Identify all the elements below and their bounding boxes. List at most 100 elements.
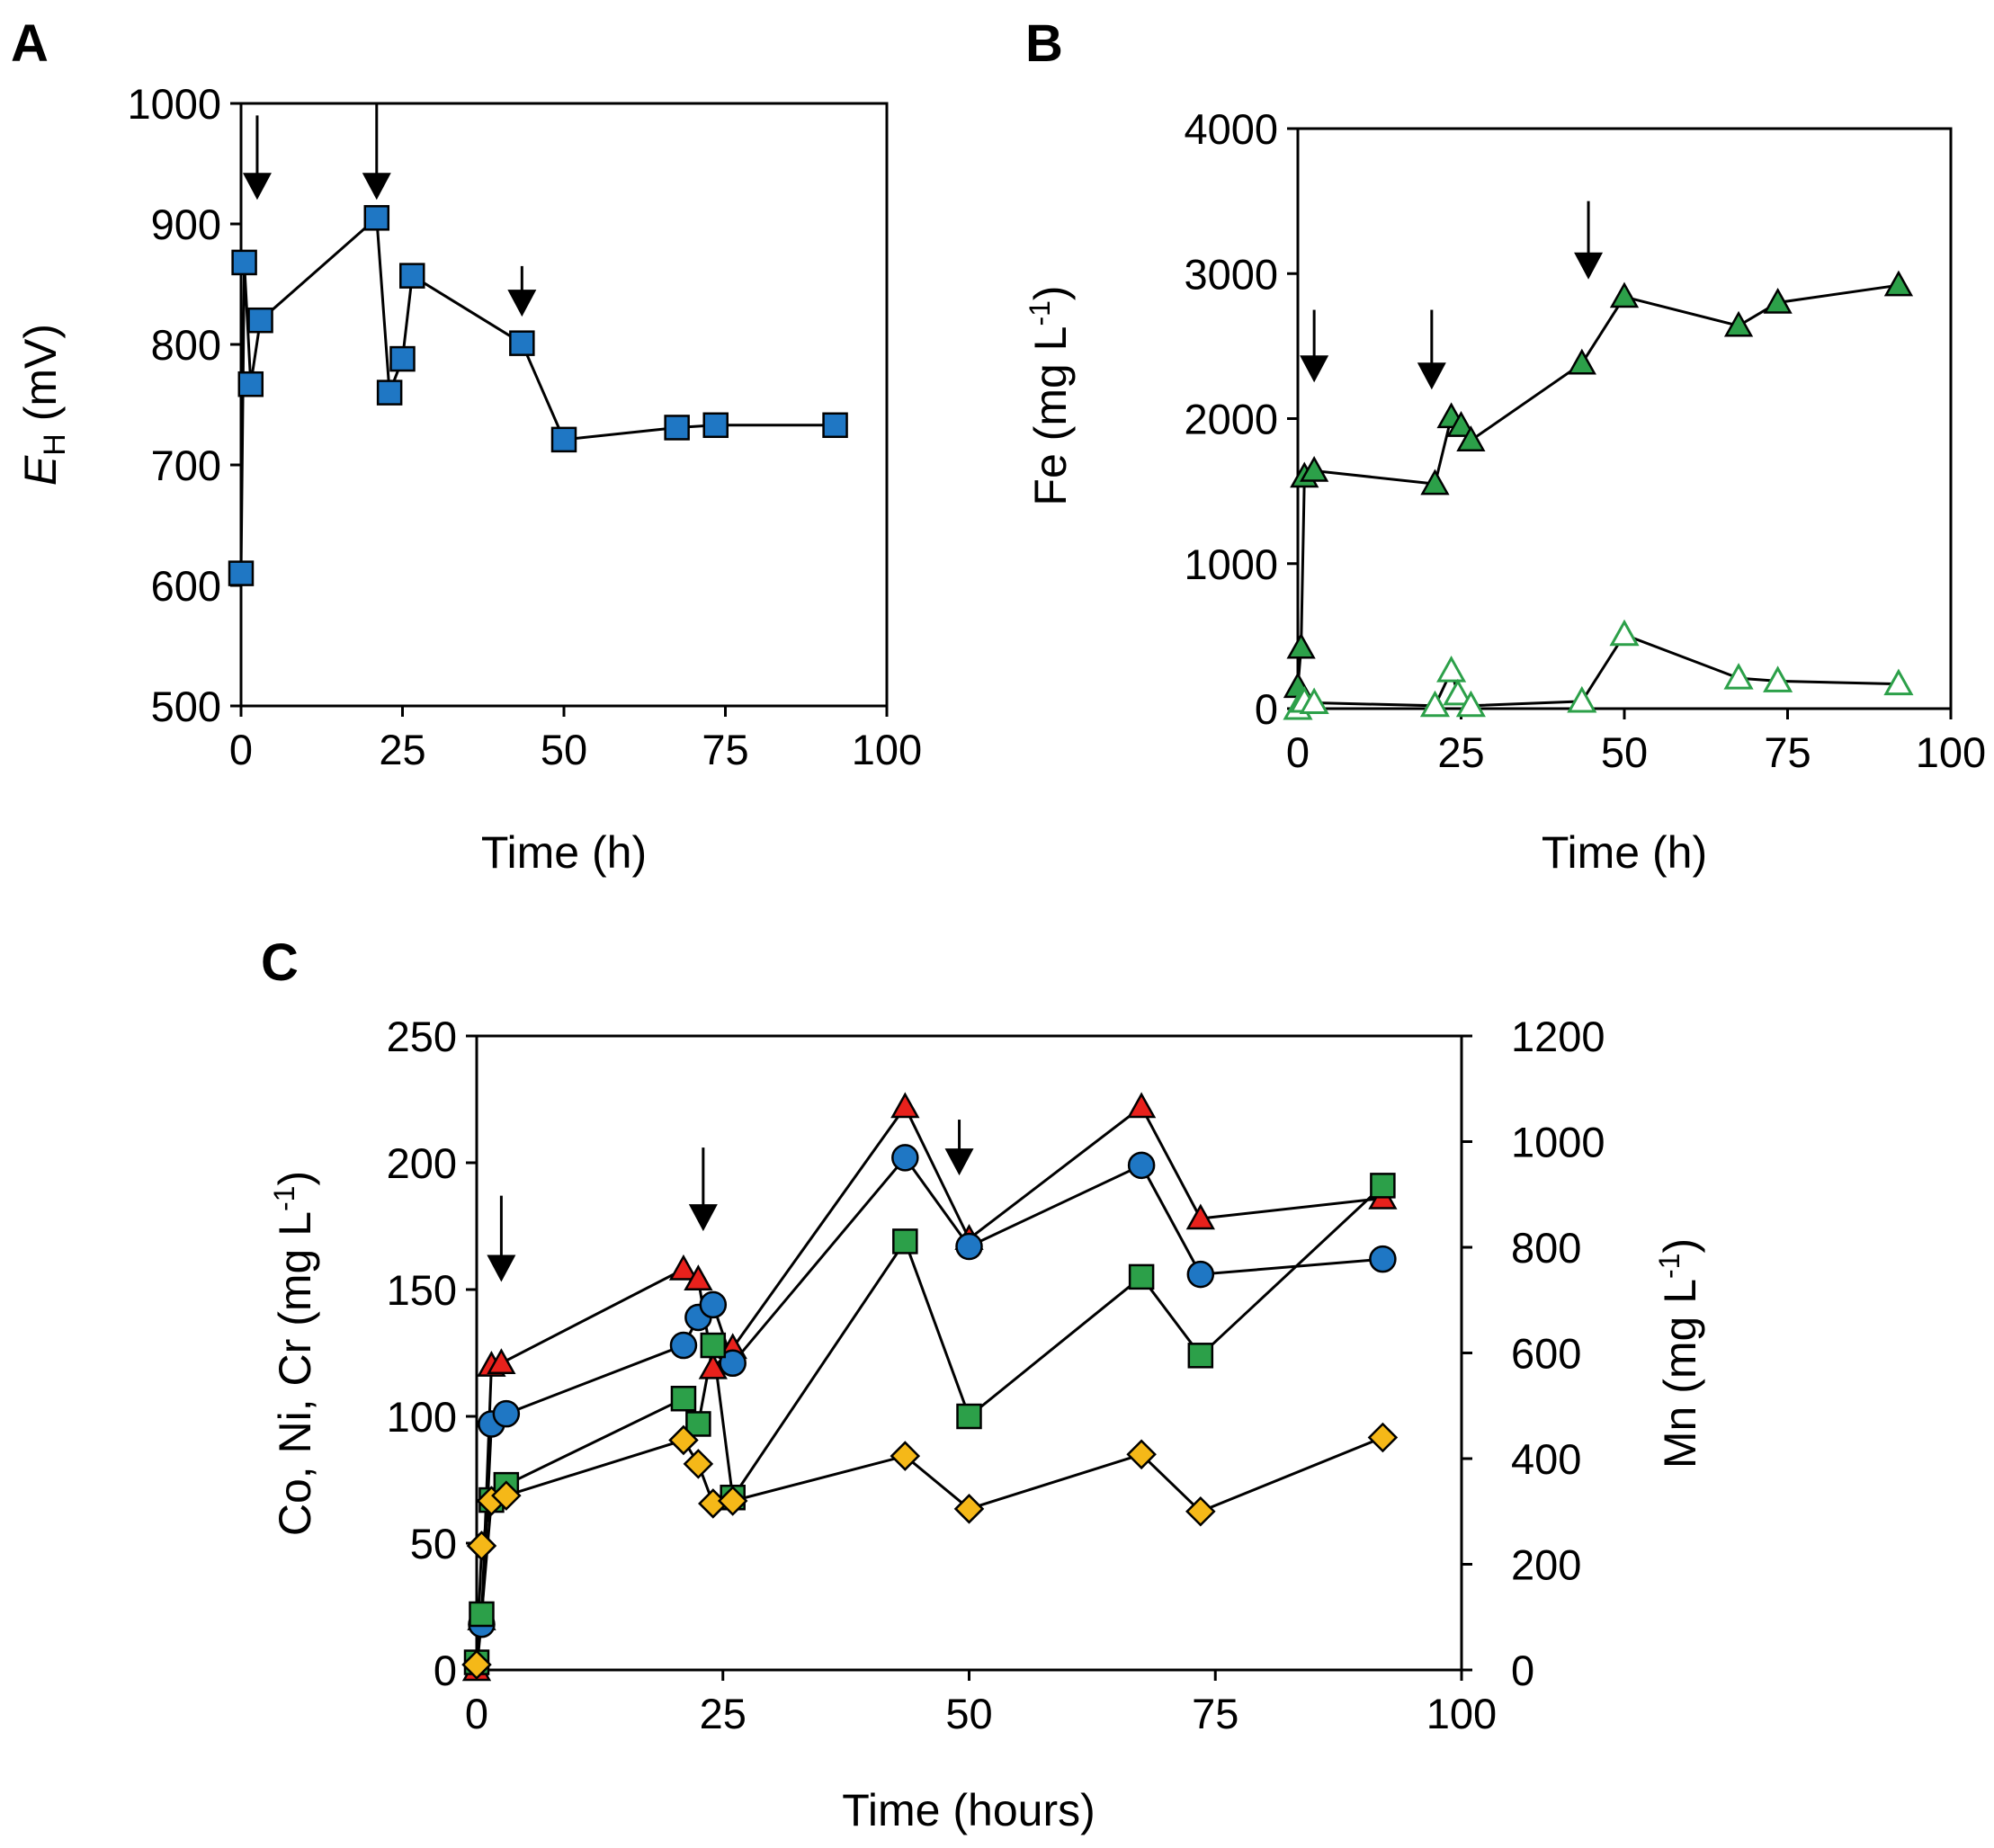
panel-a-y-tick-label: 800 [151,321,221,369]
panel-c-y-tick-label: 250 [387,1013,457,1060]
panel-a-series-0-point [237,370,264,397]
panel-b-series-0-point [1300,455,1329,482]
panel-c-series-1-point [1369,1245,1397,1273]
panel-c-series-1-point [699,1290,728,1319]
panel-a-y-tick-label: 1000 [127,80,221,128]
panel-b-x-tick-label: 50 [1601,728,1648,776]
panel-c-series-2-point [700,1332,727,1359]
panel-c-series-1-point [955,1232,983,1261]
panel-b-y-label-text: Fe (mg L [1025,326,1076,506]
panel-a-series-0-point [231,249,257,276]
panel-b-y-label: Fe (mg L-1) [1024,285,1076,505]
panel-a-arrow-1-head [362,173,391,201]
panel-b-series-1-point [1299,687,1329,715]
panel-c-y-label-right-close: ) [1655,1238,1705,1254]
panel-c-series-3-point [953,1494,985,1524]
panel-c-y-tick-label: 50 [410,1520,457,1567]
panel-c-plot-frame [475,1034,1463,1672]
panel-b-series-0-point [1286,632,1316,659]
panel-b-y-tick-label: 1000 [1184,540,1278,588]
panel-c-x-tick-label: 50 [945,1690,992,1737]
panel-a: A Time (h) EH (mV) 0 25 50 75 100 500 600 700 80… [11,14,922,878]
panel-c-series-2-point [469,1601,495,1628]
panel-c-series-3-point [717,1486,748,1516]
panel-c-series-3-line [475,1436,1383,1665]
panel-c-y-label-left: Co, Ni, Cr (mg L-1) [268,1171,320,1536]
panel-b-x-tick-label: 75 [1764,728,1811,776]
panel-a-y-label: EH (mV) [15,324,72,486]
panel-c-series-0-point [487,1348,516,1375]
panel-c-series-1-point [1186,1260,1215,1289]
panel-c-series-0-point [698,1353,728,1379]
panel-b-series-1-point [1436,656,1467,683]
panel-c-series-2-point [892,1228,918,1254]
panel-b-series-1-line [1296,632,1899,710]
panel-b-series-0-point [1456,425,1486,451]
panel-c-series-0-point [1126,1092,1157,1119]
panel-c-series-3-point [890,1441,921,1471]
panel-b-series-0-point [1763,287,1793,314]
panel-b-letter: B [1025,14,1063,73]
panel-a-letter: A [11,14,49,73]
panel-b-y-tick-label: 2000 [1184,396,1278,443]
panel-b-arrow-2-head [1574,252,1604,280]
panel-c-y-right-tick-label: 800 [1511,1224,1581,1272]
panel-c-series-3-point [466,1531,497,1561]
panel-b-x-label: Time (h) [1542,827,1707,878]
panel-b: B Time (h) Fe (mg L-1) 0 25 50 75 1000100020… [1024,14,1986,878]
panel-b-series-1-point [1567,685,1597,713]
panel-b-arrow-1-head [1417,362,1446,390]
panel-c-series-3-point [683,1449,714,1479]
panel-c-y-tick-label: 150 [387,1266,457,1314]
panel-c-y-right-tick-label: 1000 [1511,1119,1605,1166]
panel-b-arrow-0-head [1300,355,1329,383]
panel-b-series-1-point [1443,678,1473,706]
panel-c-series-0-point [684,1264,713,1290]
panel-b-series-1-point [1723,663,1754,690]
panel-c-y-label-right: Mn (mg L-1) [1653,1238,1705,1469]
panel-b-series-1-point [1763,665,1793,692]
panel-c-x-tick-label: 100 [1426,1690,1497,1737]
panel-c-series-2-point [685,1411,711,1437]
panel-c-series-2-point [670,1386,697,1412]
panel-b-series-0-point [1609,281,1640,308]
panel-c-y-label-right-text: Mn (mg L [1655,1279,1705,1469]
panel-b-series-0-line [1296,283,1900,687]
panel-c: C Time (hours) Co, Ni, Cr (mg L-1) Mn (m… [261,933,1705,1835]
panel-c-series-1-line [480,1155,1383,1625]
panel-c-series-1-point [891,1144,919,1172]
panel-b-series-1-point [1883,668,1914,696]
panel-a-x-label: Time (h) [481,827,647,878]
panel-c-y-right-tick-label: 400 [1511,1435,1581,1483]
panel-a-x-tick-label: 25 [379,726,425,773]
panel-a-series-0-point [664,415,690,441]
panel-c-series-3-point [1126,1439,1157,1470]
panel-c-y-right-tick-label: 600 [1511,1330,1581,1378]
panel-c-y-tick-label: 0 [434,1647,457,1694]
panel-c-y-label-left-text: Co, Ni, Cr (mg L [270,1211,320,1536]
panel-a-series-0-point [399,263,425,289]
panel-c-series-2-point [1128,1263,1155,1290]
panel-b-series-0-point [1883,270,1914,297]
panel-a-series-0-point [550,426,577,453]
panel-c-y-right-tick-label: 0 [1511,1647,1534,1694]
panel-c-series-3-point [491,1480,522,1511]
panel-a-y-label-main: E [15,455,66,486]
panel-c-series-2-point [956,1403,982,1430]
panel-c-letter: C [261,933,299,992]
panel-c-y-right-tick-label: 200 [1511,1541,1581,1589]
panel-b-y-label-close: ) [1025,285,1076,300]
panel-b-series-0-point [1567,348,1596,375]
panel-c-series-0-point [890,1092,920,1119]
panel-a-series-0-point [228,560,255,586]
panel-a-y-label-sub: H [38,433,72,456]
panel-b-series-1-point [1455,690,1486,718]
panel-a-series-0-point [247,307,273,334]
panel-a-y-tick-label: 600 [151,562,221,610]
panel-c-series-3-point [1367,1422,1399,1453]
panel-c-series-1-point [1127,1151,1156,1180]
panel-a-y-label-unit: (mV) [15,324,66,433]
panel-c-y-right-tick-label: 1200 [1511,1013,1605,1060]
panel-a-series-0-point [702,412,729,439]
